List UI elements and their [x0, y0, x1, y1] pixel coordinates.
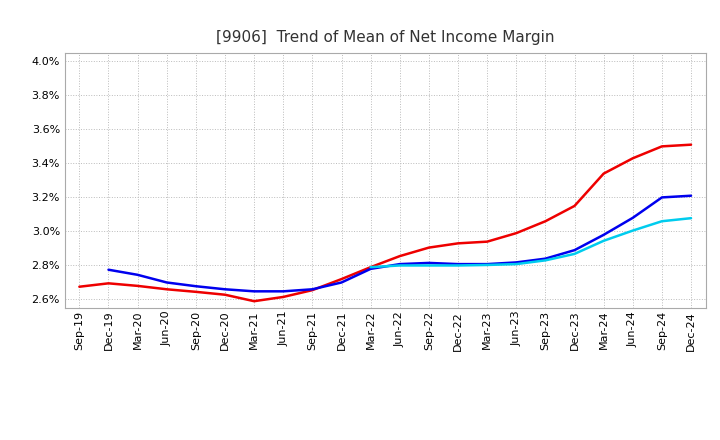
5 Years	[629, 215, 637, 220]
3 Years	[425, 245, 433, 250]
5 Years	[687, 193, 696, 198]
3 Years	[454, 241, 462, 246]
5 Years	[483, 261, 492, 267]
3 Years	[337, 276, 346, 282]
3 Years	[687, 142, 696, 147]
5 Years	[425, 260, 433, 266]
5 Years	[570, 248, 579, 253]
3 Years	[570, 203, 579, 209]
3 Years	[192, 289, 200, 294]
5 Years	[250, 289, 258, 294]
3 Years	[163, 286, 171, 292]
3 Years	[512, 231, 521, 236]
5 Years	[512, 260, 521, 265]
5 Years	[220, 286, 229, 292]
7 Years	[512, 261, 521, 267]
5 Years	[163, 280, 171, 285]
3 Years	[104, 281, 113, 286]
5 Years	[308, 286, 317, 292]
7 Years	[541, 258, 550, 263]
5 Years	[599, 232, 608, 238]
3 Years	[133, 283, 142, 289]
5 Years	[133, 272, 142, 278]
3 Years	[75, 284, 84, 290]
3 Years	[366, 264, 375, 270]
5 Years	[279, 289, 287, 294]
3 Years	[279, 294, 287, 300]
3 Years	[395, 253, 404, 259]
7 Years	[570, 251, 579, 257]
3 Years	[599, 171, 608, 176]
5 Years	[541, 256, 550, 261]
3 Years	[541, 219, 550, 224]
7 Years	[687, 216, 696, 221]
3 Years	[220, 292, 229, 297]
Line: 7 Years: 7 Years	[371, 218, 691, 267]
7 Years	[395, 263, 404, 268]
7 Years	[425, 263, 433, 268]
3 Years	[308, 287, 317, 293]
3 Years	[250, 299, 258, 304]
Line: 5 Years: 5 Years	[109, 196, 691, 291]
7 Years	[483, 262, 492, 268]
5 Years	[192, 284, 200, 289]
5 Years	[395, 261, 404, 267]
5 Years	[454, 261, 462, 267]
7 Years	[366, 264, 375, 270]
7 Years	[599, 238, 608, 243]
5 Years	[366, 266, 375, 271]
3 Years	[629, 156, 637, 161]
Line: 3 Years: 3 Years	[79, 145, 691, 301]
3 Years	[657, 144, 666, 149]
Title: [9906]  Trend of Mean of Net Income Margin: [9906] Trend of Mean of Net Income Margi…	[216, 29, 554, 45]
3 Years	[483, 239, 492, 244]
7 Years	[657, 219, 666, 224]
7 Years	[454, 263, 462, 268]
7 Years	[629, 228, 637, 233]
5 Years	[657, 195, 666, 200]
5 Years	[337, 280, 346, 285]
5 Years	[104, 267, 113, 272]
